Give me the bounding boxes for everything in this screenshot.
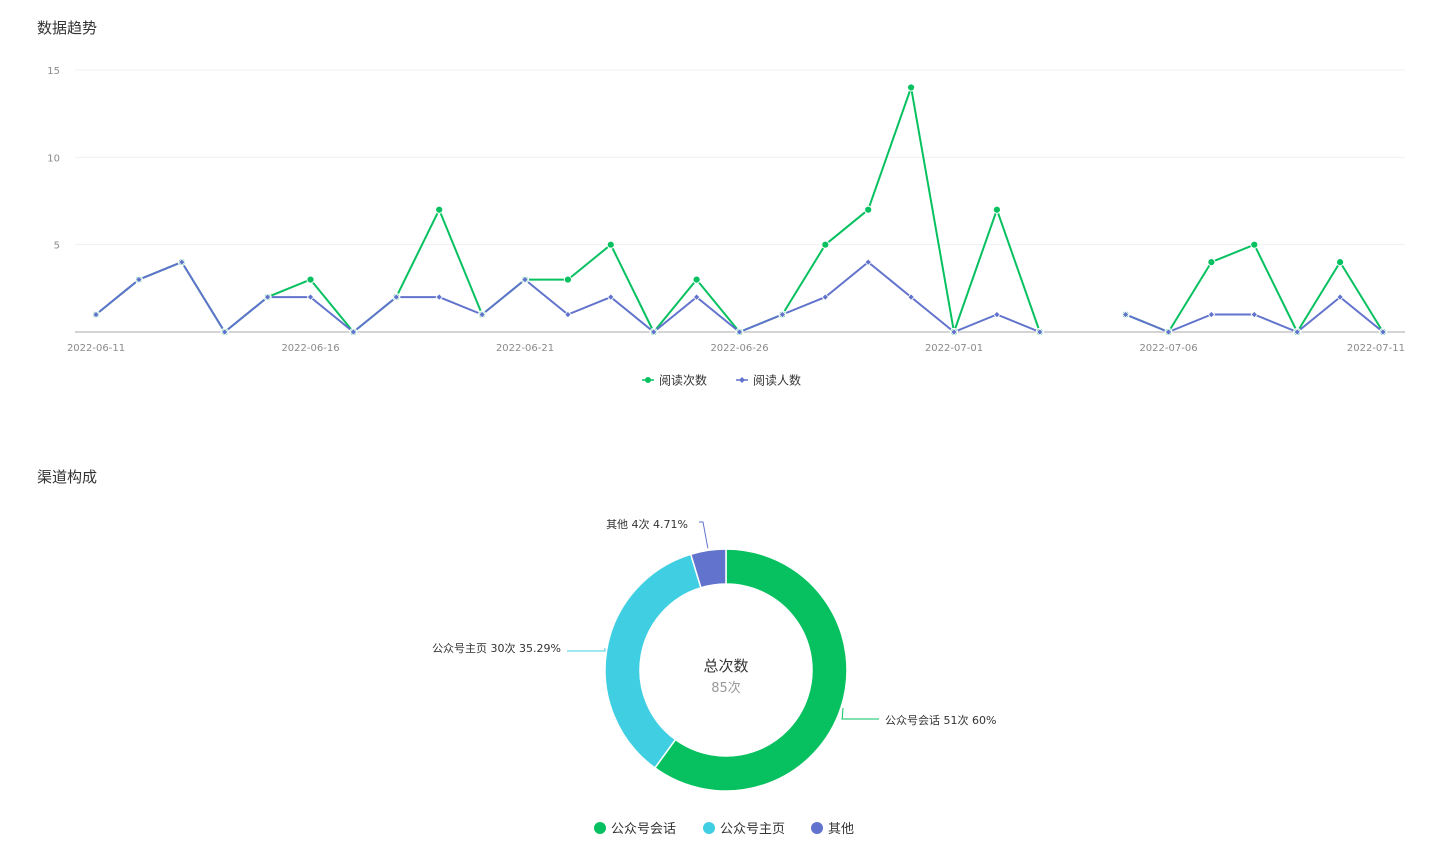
data-point[interactable]	[1207, 310, 1216, 319]
pie-legend-item-1[interactable]: 公众号主页	[703, 822, 785, 837]
x-tick-label: 2022-06-21	[496, 343, 554, 354]
legend-marker-icon	[739, 377, 745, 383]
data-point[interactable]	[692, 293, 701, 301]
data-point[interactable]	[950, 328, 958, 336]
x-tick-label: 2022-06-11	[67, 343, 125, 354]
x-tick-label: 2022-07-01	[925, 343, 983, 354]
data-point[interactable]	[220, 328, 229, 336]
legend-label: 阅读人数	[753, 373, 801, 388]
x-tick-label: 2022-07-11	[1347, 343, 1405, 354]
data-point[interactable]	[992, 205, 1002, 214]
trend-section-title: 数据趋势	[37, 19, 98, 37]
data-point[interactable]	[864, 258, 872, 266]
y-tick-label: 15	[47, 66, 60, 77]
donut-center-value: 85次	[711, 680, 741, 696]
data-point[interactable]	[993, 310, 1001, 319]
pie-leader-line	[567, 648, 606, 652]
data-point[interactable]	[606, 240, 615, 249]
series-line-0	[95, 86, 1384, 333]
x-tick-label: 2022-06-26	[710, 343, 768, 354]
data-point[interactable]	[1336, 293, 1344, 301]
data-point[interactable]	[349, 328, 358, 336]
data-point[interactable]	[1250, 310, 1259, 319]
pie-slice-label: 其他 4次 4.71%	[606, 517, 688, 531]
data-point[interactable]	[1250, 240, 1259, 249]
pie-slice-label: 公众号主页 30次 35.29%	[432, 641, 561, 655]
data-point[interactable]	[435, 293, 443, 301]
y-tick-label: 5	[54, 241, 60, 252]
pie-legend-item-0[interactable]: 公众号会话	[594, 822, 676, 837]
data-point[interactable]	[1036, 328, 1044, 336]
data-point[interactable]	[563, 275, 573, 284]
data-point[interactable]	[392, 293, 401, 301]
data-point[interactable]	[907, 293, 915, 301]
legend-dot-icon	[594, 822, 606, 834]
data-point[interactable]	[306, 275, 315, 284]
pie-slice-1[interactable]	[604, 553, 702, 769]
pie-slice-0[interactable]	[653, 548, 848, 792]
data-point[interactable]	[435, 205, 444, 214]
legend-label: 阅读次数	[659, 373, 707, 388]
data-point[interactable]	[692, 275, 701, 284]
data-point[interactable]	[1379, 328, 1387, 336]
data-point[interactable]	[306, 293, 315, 301]
data-point[interactable]	[521, 275, 529, 284]
legend-dot-icon	[811, 822, 823, 834]
data-point[interactable]	[735, 328, 744, 336]
data-point[interactable]	[821, 240, 830, 249]
data-point[interactable]	[1164, 328, 1173, 336]
pie-legend-label: 公众号主页	[720, 822, 785, 837]
data-point[interactable]	[135, 275, 143, 284]
legend-item-1[interactable]: 阅读人数	[736, 373, 801, 388]
data-point[interactable]	[1293, 328, 1301, 336]
legend-marker-icon	[645, 377, 651, 383]
data-point[interactable]	[1121, 310, 1130, 319]
pie-slice-label: 公众号会话 51次 60%	[885, 713, 996, 727]
pie-legend-label: 其他	[828, 822, 854, 837]
data-point[interactable]	[478, 310, 486, 319]
donut-center-title: 总次数	[703, 657, 748, 675]
data-point[interactable]	[92, 310, 100, 319]
data-point[interactable]	[1207, 258, 1216, 267]
data-point[interactable]	[907, 83, 916, 92]
data-point[interactable]	[778, 310, 787, 319]
trend-line-chart: 5 10 15 2022-06-11 2022-06-16 2022-06-21 2022-…	[47, 66, 1405, 388]
data-point[interactable]	[864, 205, 873, 214]
x-tick-label: 2022-06-16	[281, 343, 339, 354]
data-point[interactable]	[821, 293, 830, 301]
data-point[interactable]	[649, 328, 658, 336]
data-point[interactable]	[1336, 258, 1345, 267]
legend-item-0[interactable]: 阅读次数	[642, 373, 707, 388]
pie-legend-item-2[interactable]: 其他	[811, 822, 854, 837]
pie-leader-line	[841, 707, 879, 720]
y-tick-label: 10	[47, 153, 60, 164]
legend-dot-icon	[703, 822, 715, 834]
data-point[interactable]	[263, 293, 272, 301]
data-point[interactable]	[178, 258, 186, 266]
data-point[interactable]	[607, 293, 615, 301]
data-point[interactable]	[564, 310, 572, 319]
pie-legend-label: 公众号会话	[611, 822, 676, 837]
channel-section-title: 渠道构成	[37, 468, 98, 486]
x-tick-label: 2022-07-06	[1139, 343, 1197, 354]
pie-leader-line	[699, 521, 709, 549]
pie-slice-2[interactable]	[689, 548, 727, 589]
